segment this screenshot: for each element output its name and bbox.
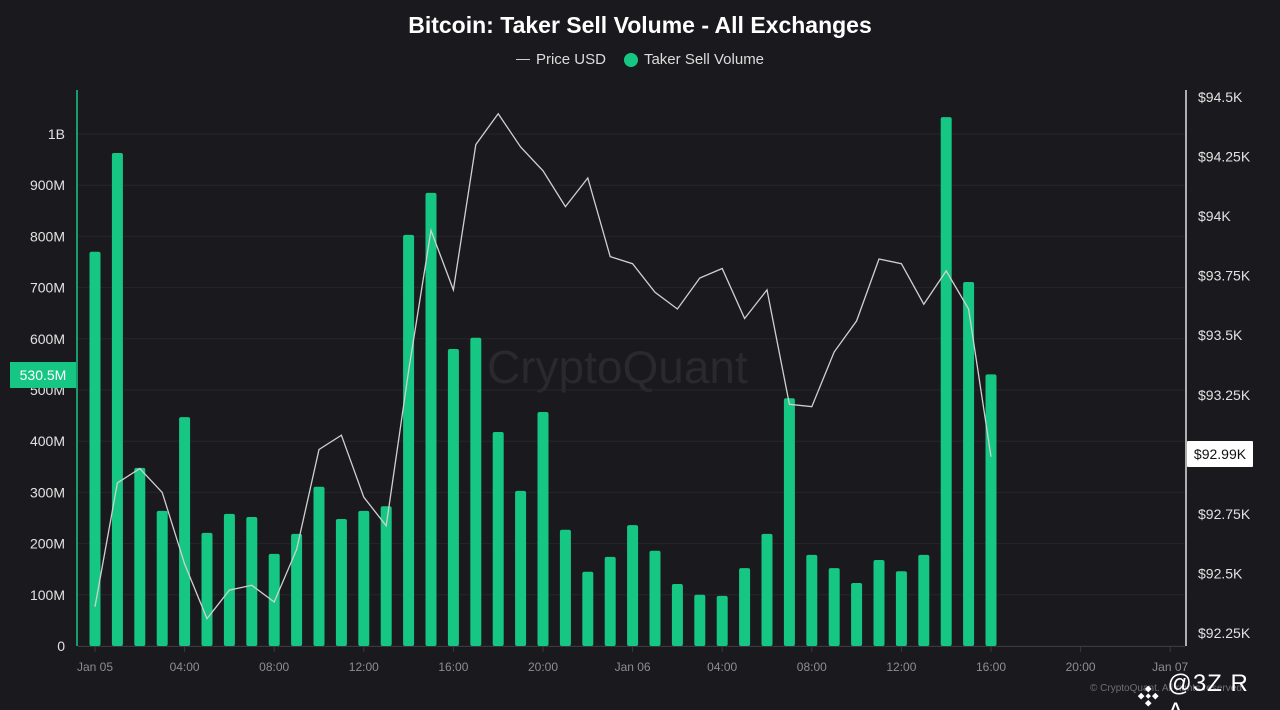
y2-axis-tick: $93.5K bbox=[1198, 327, 1243, 343]
volume-bar[interactable] bbox=[761, 533, 773, 646]
volume-bar[interactable] bbox=[582, 571, 594, 646]
volume-bar[interactable] bbox=[358, 510, 370, 646]
legend-label-price: Price USD bbox=[535, 51, 606, 68]
volume-bar[interactable] bbox=[403, 234, 415, 646]
x-axis-tick: 20:00 bbox=[528, 660, 558, 674]
x-axis-tick: 08:00 bbox=[259, 660, 289, 674]
user-watermark: @3Z R A_ bbox=[1135, 670, 1280, 710]
volume-bar[interactable] bbox=[918, 554, 930, 646]
volume-bar[interactable] bbox=[268, 553, 280, 646]
y-axis-tick: 400M bbox=[30, 433, 65, 449]
volume-bar[interactable] bbox=[895, 571, 907, 646]
y2-axis-tick: $92.5K bbox=[1198, 565, 1243, 581]
volume-bar[interactable] bbox=[425, 192, 437, 646]
legend-label-volume: Taker Sell Volume bbox=[643, 51, 765, 68]
volume-bar[interactable] bbox=[156, 510, 168, 646]
volume-bar[interactable] bbox=[447, 349, 459, 646]
legend-item-volume[interactable]: Taker Sell Volume bbox=[623, 51, 765, 68]
x-axis-tick: Jan 07 bbox=[1152, 660, 1188, 674]
y2-axis-tick: $93.75K bbox=[1198, 268, 1251, 284]
volume-bar[interactable] bbox=[223, 513, 235, 646]
volume-bar[interactable] bbox=[111, 152, 123, 646]
chart-title: Bitcoin: Taker Sell Volume - All Exchang… bbox=[408, 12, 872, 38]
dot-marker-icon bbox=[623, 52, 638, 67]
volume-bar[interactable] bbox=[739, 568, 751, 646]
volume-bar[interactable] bbox=[806, 554, 818, 646]
line-marker-icon bbox=[515, 59, 530, 60]
y-axis-tick: 300M bbox=[30, 484, 65, 500]
price-line[interactable] bbox=[94, 112, 992, 620]
volume-bar[interactable] bbox=[291, 533, 303, 646]
volume-bar[interactable] bbox=[134, 467, 146, 646]
y-axis-tick: 200M bbox=[30, 536, 65, 552]
volume-bar[interactable] bbox=[783, 398, 795, 646]
volume-bar[interactable] bbox=[179, 417, 191, 646]
volume-bar[interactable] bbox=[313, 486, 325, 646]
volume-bar[interactable] bbox=[851, 583, 863, 646]
x-axis-tick: 08:00 bbox=[797, 660, 827, 674]
current-volume-tag: 530.5M bbox=[10, 362, 76, 388]
y-axis-tick: 600M bbox=[30, 331, 65, 347]
x-axis-tick: 20:00 bbox=[1066, 660, 1096, 674]
y-axis-tick: 100M bbox=[30, 587, 65, 603]
y2-axis-tick: $92.25K bbox=[1198, 625, 1251, 641]
x-axis-tick: 04:00 bbox=[170, 660, 200, 674]
volume-bar[interactable] bbox=[828, 568, 840, 646]
volume-bar[interactable] bbox=[515, 490, 527, 646]
chart-legend: Price USD Taker Sell Volume bbox=[0, 51, 1280, 68]
volume-bar[interactable] bbox=[559, 529, 571, 646]
volume-bar[interactable] bbox=[335, 519, 347, 646]
volume-bar[interactable] bbox=[940, 117, 952, 646]
volume-bar[interactable] bbox=[201, 532, 213, 646]
x-axis-tick: 12:00 bbox=[886, 660, 916, 674]
volume-bar[interactable] bbox=[694, 594, 706, 646]
y-axis-tick: 700M bbox=[30, 280, 65, 296]
y2-axis-tick: $92.75K bbox=[1198, 506, 1251, 522]
volume-bar[interactable] bbox=[671, 584, 683, 646]
cryptoquant-watermark: CryptoQuant bbox=[487, 341, 748, 393]
x-axis-tick: 04:00 bbox=[707, 660, 737, 674]
x-axis-tick: 12:00 bbox=[349, 660, 379, 674]
binance-logo-icon bbox=[1137, 685, 1159, 707]
current-price-tag: $92.99K bbox=[1187, 441, 1253, 467]
volume-bar[interactable] bbox=[492, 431, 504, 646]
volume-bar[interactable] bbox=[963, 281, 975, 646]
user-watermark-text: @3Z R A_ bbox=[1167, 670, 1249, 710]
volume-bar[interactable] bbox=[716, 595, 728, 646]
volume-bar[interactable] bbox=[985, 374, 997, 646]
volume-bar[interactable] bbox=[380, 506, 392, 646]
y2-axis-tick: $94.5K bbox=[1198, 89, 1243, 105]
legend-item-price[interactable]: Price USD bbox=[515, 51, 606, 68]
y2-axis-tick: $93.25K bbox=[1198, 387, 1251, 403]
y-axis-tick: 1B bbox=[48, 126, 65, 142]
y2-axis-tick: $94K bbox=[1198, 208, 1231, 224]
x-axis-tick: Jan 05 bbox=[77, 660, 113, 674]
volume-bar[interactable] bbox=[604, 556, 616, 646]
volume-bar[interactable] bbox=[873, 559, 885, 646]
y2-axis-tick: $94.25K bbox=[1198, 149, 1251, 165]
volume-bar[interactable] bbox=[246, 516, 258, 646]
x-axis-tick: 16:00 bbox=[976, 660, 1006, 674]
y-axis-tick: 0 bbox=[57, 638, 65, 654]
volume-bar[interactable] bbox=[89, 251, 101, 646]
y-axis-tick: 900M bbox=[30, 177, 65, 193]
y-axis-tick: 800M bbox=[30, 228, 65, 244]
x-axis-tick: Jan 06 bbox=[615, 660, 651, 674]
volume-bar[interactable] bbox=[537, 412, 549, 646]
copyright-text: © CryptoQuant. All rights reserved bbox=[1090, 683, 1242, 694]
volume-bar[interactable] bbox=[470, 337, 482, 646]
volume-bar[interactable] bbox=[627, 525, 639, 646]
volume-bar[interactable] bbox=[649, 550, 661, 646]
x-axis-tick: 16:00 bbox=[438, 660, 468, 674]
